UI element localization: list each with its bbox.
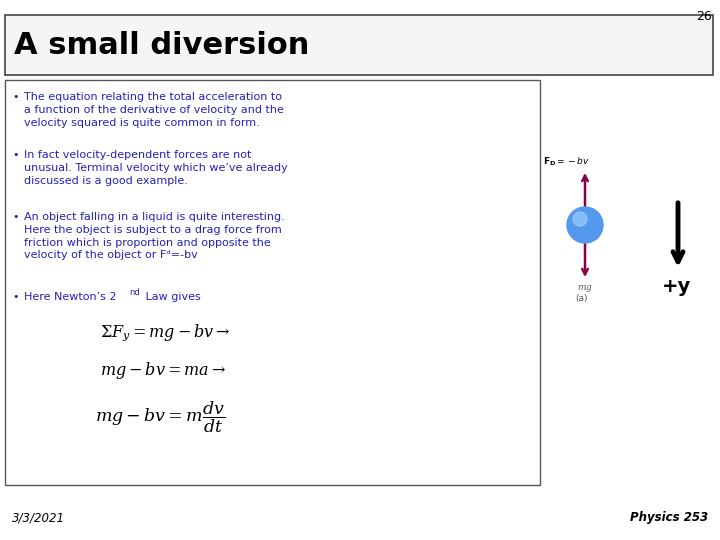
Bar <box>5 15 713 75</box>
Text: •: • <box>12 150 19 160</box>
Text: nd: nd <box>129 288 140 297</box>
Text: Physics 253: Physics 253 <box>630 511 708 524</box>
Text: In fact velocity-dependent forces are not
unusual. Terminal velocity which we’ve: In fact velocity-dependent forces are no… <box>24 150 288 186</box>
Text: $mg - bv = ma \rightarrow$: $mg - bv = ma \rightarrow$ <box>100 360 226 381</box>
Text: •: • <box>12 292 19 302</box>
Bar <box>5 80 540 485</box>
Text: $mg - bv = m\dfrac{dv}{dt}$: $mg - bv = m\dfrac{dv}{dt}$ <box>95 400 225 435</box>
Text: A small diversion: A small diversion <box>14 30 310 59</box>
Text: An object falling in a liquid is quite interesting.
Here the object is subject t: An object falling in a liquid is quite i… <box>24 212 284 260</box>
Text: $mg$: $mg$ <box>577 283 593 294</box>
Text: 26: 26 <box>696 10 712 23</box>
Text: The equation relating the total acceleration to
a function of the derivative of : The equation relating the total accelera… <box>24 92 284 127</box>
Text: •: • <box>12 212 19 222</box>
Text: $\mathbf{F}_\mathbf{D}$$= -bv$: $\mathbf{F}_\mathbf{D}$$= -bv$ <box>543 156 590 168</box>
Text: 3/3/2021: 3/3/2021 <box>12 511 65 524</box>
Text: (a): (a) <box>575 294 588 303</box>
Circle shape <box>573 212 587 226</box>
Circle shape <box>567 207 603 243</box>
Text: Here Newton’s 2: Here Newton’s 2 <box>24 292 117 302</box>
Text: •: • <box>12 92 19 102</box>
Text: Law gives: Law gives <box>142 292 201 302</box>
Text: $\Sigma F_y = mg - bv \rightarrow$: $\Sigma F_y = mg - bv \rightarrow$ <box>100 322 230 343</box>
Text: +y: +y <box>662 277 690 296</box>
